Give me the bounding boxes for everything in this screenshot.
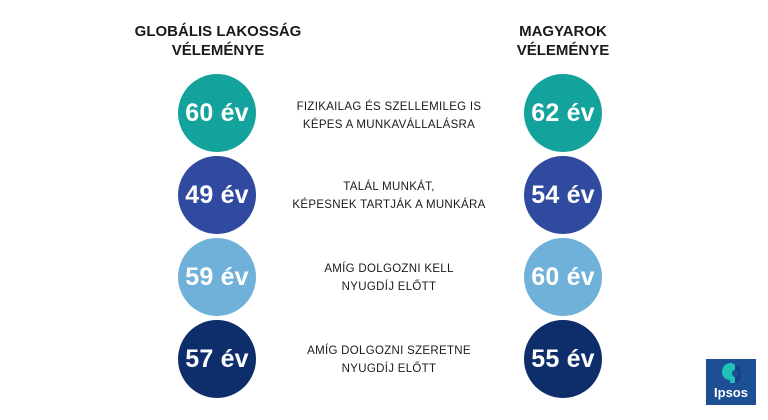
- row-description-line-2: NYUGDÍJ ELŐTT: [341, 363, 437, 375]
- hungarian-age-circle: 55 év: [524, 320, 602, 398]
- row-description: AMÍG DOLGOZNI SZERETNE NYUGDÍJ ELŐTT: [276, 342, 502, 378]
- row-description: TALÁL MUNKÁT, KÉPESNEK TARTJÁK A MUNKÁRA: [276, 178, 502, 214]
- hungarian-opinion-header: MAGYAROK VÉLEMÉNYE: [463, 22, 663, 60]
- ipsos-logo: Ipsos: [706, 359, 756, 405]
- hungarian-header-line-2: VÉLEMÉNYE: [516, 42, 610, 59]
- row-description-line-2: KÉPES A MUNKAVÁLLALÁSRA: [302, 119, 476, 131]
- global-age-circle: 60 év: [178, 74, 256, 152]
- row-description-line-1: TALÁL MUNKÁT,: [343, 181, 435, 193]
- hungarian-age-circle: 54 év: [524, 156, 602, 234]
- row-description: AMÍG DOLGOZNI KELL NYUGDÍJ ELŐTT: [276, 260, 502, 296]
- ipsos-logo-text: Ipsos: [714, 385, 748, 400]
- global-age-circle: 59 év: [178, 238, 256, 316]
- hungarian-header-line-1: MAGYAROK: [519, 23, 607, 40]
- hungarian-age-circle: 62 év: [524, 74, 602, 152]
- row-description-line-2: NYUGDÍJ ELŐTT: [341, 281, 437, 293]
- ipsos-head-icon: [722, 363, 741, 383]
- hungarian-age-circle: 60 év: [524, 238, 602, 316]
- row-description-line-1: AMÍG DOLGOZNI KELL: [324, 263, 454, 275]
- row-description: FIZIKAILAG ÉS SZELLEMILEG IS KÉPES A MUN…: [276, 98, 502, 134]
- global-opinion-header: GLOBÁLIS LAKOSSÁG VÉLEMÉNYE: [118, 22, 318, 60]
- global-age-circle: 49 év: [178, 156, 256, 234]
- row-description-line-1: FIZIKAILAG ÉS SZELLEMILEG IS: [296, 101, 482, 113]
- global-header-line-1: GLOBÁLIS LAKOSSÁG: [134, 23, 302, 40]
- global-age-circle: 57 év: [178, 320, 256, 398]
- global-header-line-2: VÉLEMÉNYE: [171, 42, 265, 59]
- row-description-line-1: AMÍG DOLGOZNI SZERETNE: [307, 345, 471, 357]
- row-description-line-2: KÉPESNEK TARTJÁK A MUNKÁRA: [292, 199, 486, 211]
